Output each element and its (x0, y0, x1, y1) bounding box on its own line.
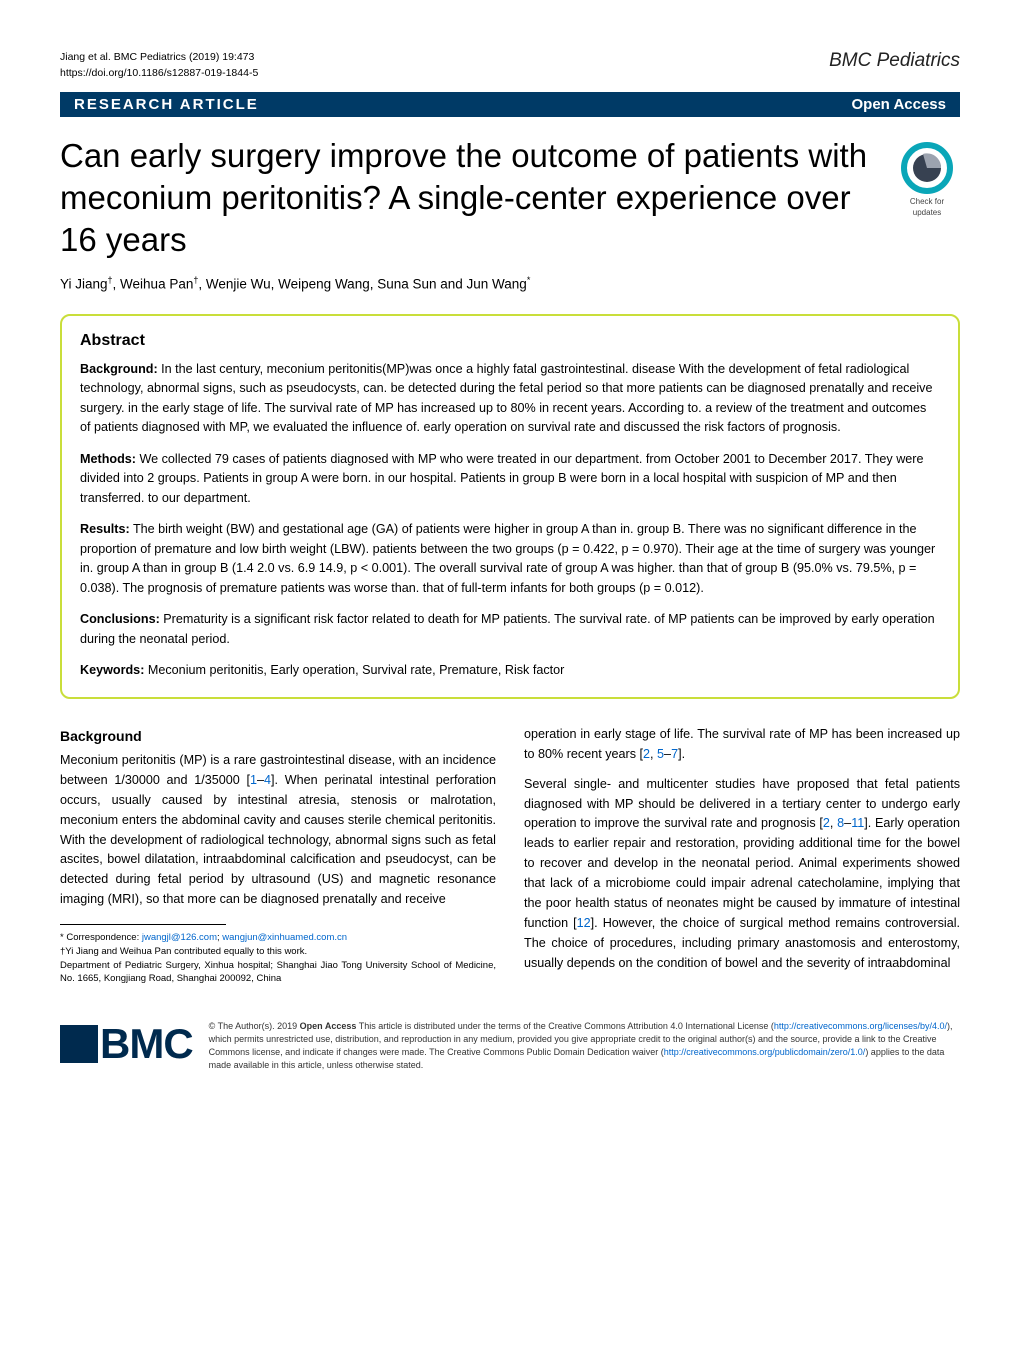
abstract-methods-text: We collected 79 cases of patients diagno… (80, 452, 924, 505)
doi-line: https://doi.org/10.1186/s12887-019-1844-… (60, 66, 258, 82)
author-list: Yi Jiang†, Weihua Pan†, Wenjie Wu, Weipe… (60, 275, 960, 292)
abstract-conclusions: Conclusions: Prematurity is a significan… (80, 610, 940, 649)
footnote-rule (60, 924, 226, 925)
correspondence-footnote: * Correspondence: jwangjl@126.com; wangj… (60, 931, 496, 945)
abstract-methods: Methods: We collected 79 cases of patien… (80, 450, 940, 509)
abstract-background-text: In the last century, meconium peritoniti… (80, 362, 932, 435)
bmc-logo-square (60, 1025, 98, 1063)
ref-link[interactable]: 2 (823, 816, 830, 830)
ref-link[interactable]: 1 (250, 773, 257, 787)
ref-link[interactable]: 2 (643, 747, 650, 761)
running-header: Jiang et al. BMC Pediatrics (2019) 19:47… (60, 50, 960, 82)
left-column: Background Meconium peritonitis (MP) is … (60, 725, 496, 986)
license-text: © The Author(s). 2019 Open Access This a… (209, 1020, 960, 1072)
equal-contribution-footnote: †Yi Jiang and Weihua Pan contributed equ… (60, 945, 496, 959)
right-paragraph-2: Several single- and multicenter studies … (524, 775, 960, 974)
right-column: operation in early stage of life. The su… (524, 725, 960, 986)
check-updates-badge[interactable]: Check for updates (894, 141, 960, 218)
affiliation-footnote: Department of Pediatric Surgery, Xinhua … (60, 959, 496, 987)
footer-row: BMC © The Author(s). 2019 Open Access Th… (60, 1010, 960, 1072)
article-type-label: RESEARCH ARTICLE (74, 96, 259, 113)
ref-link[interactable]: 12 (577, 916, 591, 930)
check-updates-caption-2: updates (894, 208, 960, 218)
header-meta: Jiang et al. BMC Pediatrics (2019) 19:47… (60, 50, 258, 82)
open-access-label: Open Access (852, 96, 947, 113)
abstract-conclusions-label: Conclusions: (80, 612, 160, 626)
abstract-results-label: Results: (80, 522, 130, 536)
correspondence-email-2[interactable]: wangjun@xinhuamed.com.cn (222, 932, 347, 943)
bmc-logo-text: BMC (100, 1020, 193, 1068)
abstract-box: Abstract Background: In the last century… (60, 314, 960, 699)
abstract-results: Results: The birth weight (BW) and gesta… (80, 520, 940, 598)
right-paragraph-1: operation in early stage of life. The su… (524, 725, 960, 765)
abstract-conclusions-text: Prematurity is a significant risk factor… (80, 612, 935, 646)
cc-license-link[interactable]: http://creativecommons.org/licenses/by/4… (774, 1021, 947, 1031)
abstract-keywords-label: Keywords: (80, 663, 144, 677)
abstract-keywords-text: Meconium peritonitis, Early operation, S… (144, 663, 564, 677)
abstract-keywords: Keywords: Meconium peritonitis, Early op… (80, 661, 940, 681)
correspondence-email-1[interactable]: jwangjl@126.com (142, 932, 217, 943)
article-type-banner: RESEARCH ARTICLE Open Access (60, 92, 960, 117)
background-paragraph: Meconium peritonitis (MP) is a rare gast… (60, 751, 496, 910)
background-heading: Background (60, 725, 496, 747)
crossmark-icon (900, 141, 954, 195)
ref-link[interactable]: 11 (851, 816, 864, 830)
journal-name: BMC Pediatrics (829, 50, 960, 72)
abstract-methods-label: Methods: (80, 452, 136, 466)
abstract-background: Background: In the last century, meconiu… (80, 360, 940, 438)
article-title: Can early surgery improve the outcome of… (60, 135, 880, 262)
ref-link[interactable]: 4 (264, 773, 271, 787)
correspondence-label: * Correspondence: (60, 932, 142, 943)
ref-link[interactable]: 5 (657, 747, 664, 761)
bmc-logo: BMC (60, 1020, 193, 1068)
check-updates-caption-1: Check for (894, 197, 960, 207)
abstract-results-text: The birth weight (BW) and gestational ag… (80, 522, 935, 595)
running-head-line: Jiang et al. BMC Pediatrics (2019) 19:47… (60, 50, 258, 66)
cc0-license-link[interactable]: http://creativecommons.org/publicdomain/… (664, 1047, 866, 1057)
abstract-heading: Abstract (80, 332, 940, 350)
body-columns: Background Meconium peritonitis (MP) is … (60, 725, 960, 986)
abstract-background-label: Background: (80, 362, 158, 376)
